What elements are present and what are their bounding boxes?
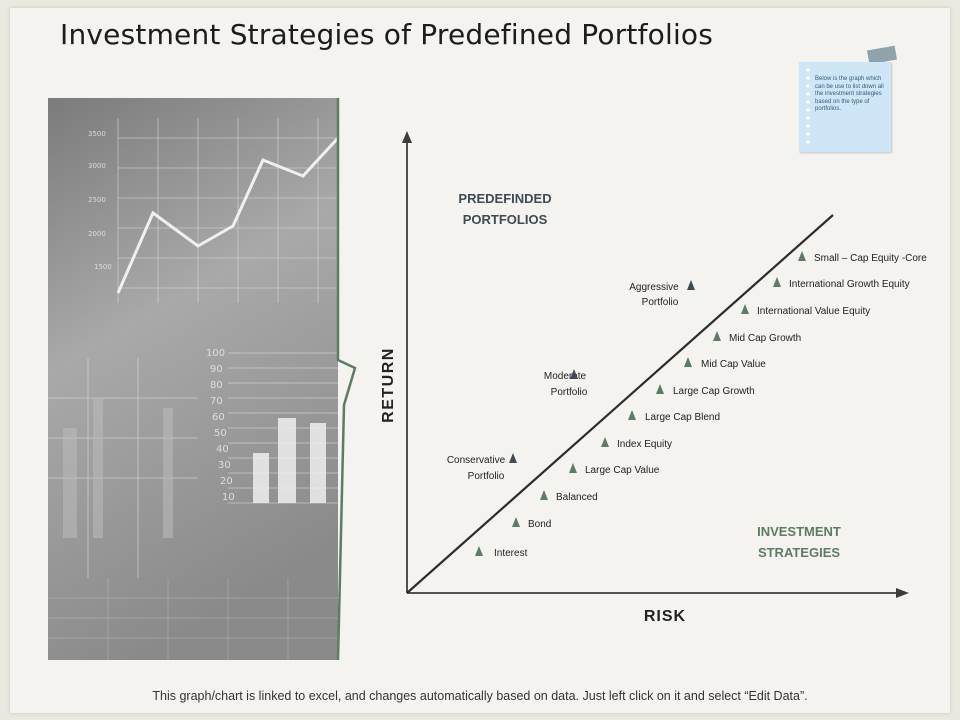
y-axis-label: RETURN	[380, 347, 397, 423]
portfolios-heading: PREDEFINDED	[458, 191, 551, 206]
strategy-item: International Growth Equity	[773, 277, 910, 290]
strategy-item: Balanced	[540, 490, 598, 503]
photo-bar-label: 60	[212, 412, 225, 423]
strategy-label: Large Cap Value	[585, 465, 660, 476]
portfolio-label: Portfolio	[551, 387, 588, 398]
triangle-marker-icon	[475, 546, 483, 556]
triangle-marker-icon	[570, 369, 578, 379]
strategy-label: Small – Cap Equity -Core	[814, 253, 927, 264]
photo-line-label: 1500	[94, 263, 112, 271]
triangle-marker-icon	[713, 331, 721, 341]
strategy-label: International Growth Equity	[789, 279, 910, 290]
triangle-marker-icon	[601, 437, 609, 447]
triangle-marker-icon	[656, 384, 664, 394]
triangle-marker-icon	[509, 453, 517, 463]
brace-connector	[336, 98, 357, 661]
strategies-heading: INVESTMENT	[757, 524, 841, 539]
stock-chart-image: 3500 3000 2500 2000 1500 100 90 80 70 60…	[48, 98, 338, 660]
photo-line-label: 2500	[88, 196, 106, 204]
y-axis-arrow-icon	[402, 131, 412, 143]
strategy-item: Large Cap Growth	[656, 384, 755, 397]
strategy-label: Large Cap Growth	[673, 386, 755, 397]
strategy-item: Mid Cap Growth	[713, 331, 801, 344]
photo-bar-label: 80	[210, 380, 223, 391]
triangle-marker-icon	[628, 410, 636, 420]
page-title: Investment Strategies of Predefined Port…	[60, 18, 714, 51]
note-bullets-icon	[806, 68, 810, 144]
strategy-label: Large Cap Blend	[645, 412, 720, 423]
strategy-label: Bond	[528, 519, 551, 530]
photo-line-label: 2000	[88, 230, 106, 238]
strategy-label: Mid Cap Growth	[729, 333, 801, 344]
photo-bar-label: 30	[218, 460, 231, 471]
portfolio-label: Conservative	[447, 455, 506, 466]
strategy-item: Interest	[475, 546, 528, 559]
photo-bar-label: 50	[214, 428, 227, 439]
footer-note: This graph/chart is linked to excel, and…	[152, 689, 808, 703]
photo-bar-label: 70	[210, 396, 223, 407]
portfolio-item: Conservative Portfolio	[447, 453, 517, 482]
strategy-item: Index Equity	[601, 437, 672, 450]
triangle-marker-icon	[798, 251, 806, 261]
triangle-marker-icon	[512, 517, 520, 527]
portfolio-label: Portfolio	[642, 297, 679, 308]
strategy-label: International Value Equity	[757, 306, 870, 317]
portfolio-label: Moderate	[544, 371, 587, 382]
photo-line-label: 3500	[88, 130, 106, 138]
strategy-label: Interest	[494, 548, 528, 559]
strategy-label: Index Equity	[617, 439, 672, 450]
strategy-label: Mid Cap Value	[701, 359, 766, 370]
triangle-marker-icon	[687, 280, 695, 290]
triangle-marker-icon	[569, 463, 577, 473]
strategy-item: Bond	[512, 517, 551, 530]
triangle-marker-icon	[773, 277, 781, 287]
portfolio-item: Aggressive Portfolio	[629, 280, 695, 308]
strategy-item: Large Cap Value	[569, 463, 660, 476]
strategy-item: Mid Cap Value	[684, 357, 766, 370]
portfolios-heading: PORTFOLIOS	[463, 212, 548, 227]
photo-bar-label: 100	[206, 348, 225, 359]
photo-bar-label: 10	[222, 492, 235, 503]
strategy-label: Balanced	[556, 492, 598, 503]
triangle-marker-icon	[684, 357, 692, 367]
photo-bar-label: 90	[210, 364, 223, 375]
triangle-marker-icon	[540, 490, 548, 500]
photo-bar-label: 20	[220, 476, 233, 487]
portfolio-label: Aggressive	[629, 282, 679, 293]
portfolio-item: Moderate Portfolio	[544, 369, 588, 398]
risk-return-line	[406, 214, 834, 594]
strategy-item: International Value Equity	[741, 304, 870, 317]
note-text: Below is the graph which can be use to l…	[815, 76, 884, 112]
photo-line-label: 3000	[88, 162, 106, 170]
triangle-marker-icon	[741, 304, 749, 314]
x-axis-arrow-icon	[896, 588, 909, 598]
strategies-heading: STRATEGIES	[758, 545, 840, 560]
photo-bar-label: 40	[216, 444, 229, 455]
sticky-note: Below is the graph which can be use to l…	[799, 62, 891, 152]
portfolio-label: Portfolio	[468, 471, 505, 482]
x-axis-label: RISK	[644, 608, 686, 625]
strategy-item: Large Cap Blend	[628, 410, 720, 423]
strategy-item: Small – Cap Equity -Core	[798, 251, 927, 264]
